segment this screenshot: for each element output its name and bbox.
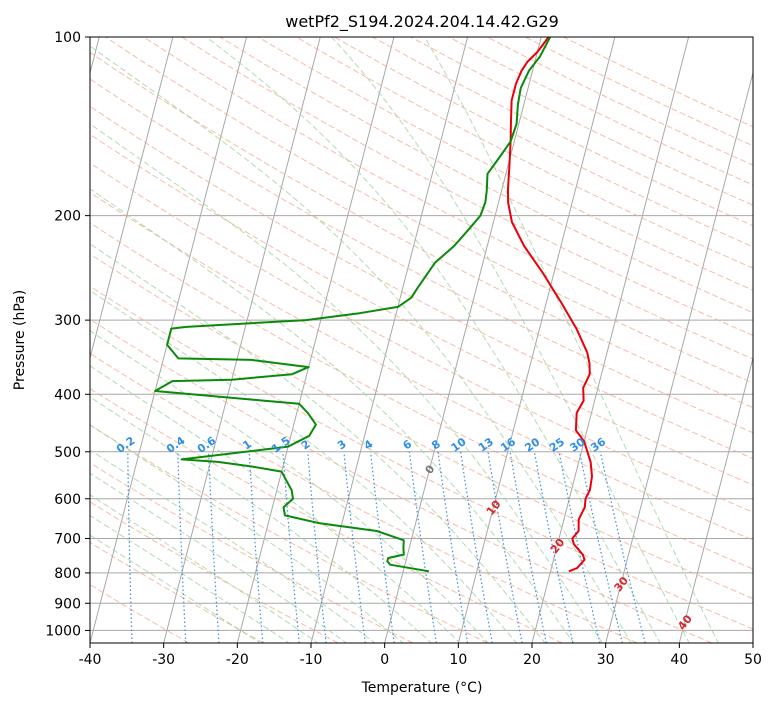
y-axis: 100 200 300 400 500 600 700 800 900 1000 [45, 30, 90, 639]
x-tick-label: 50 [744, 652, 762, 668]
isotherm-line [90, 37, 174, 360]
y-tick-label: 100 [54, 30, 81, 46]
chart-title: wetPf2_S194.2024.204.14.42.G29 [285, 12, 559, 32]
dry-adiabat-line [90, 388, 563, 643]
x-tick-label: 0 [380, 652, 389, 668]
x-tick-label: -20 [226, 652, 249, 668]
moist-adiabat-line [90, 289, 518, 643]
moist-adiabat-line [90, 243, 546, 643]
moist-adiabat-line [90, 494, 319, 643]
isotherm-line [163, 37, 321, 643]
plot-area: 0.10.20.40.611.52346810131620253036-100-… [90, 37, 753, 643]
moist-adiabat-line [90, 330, 489, 643]
plot-frame [89, 36, 754, 644]
mixing-ratio-line [599, 451, 646, 643]
x-axis: -40 -30 -20 -10 0 10 20 30 40 50 [79, 643, 762, 668]
y-tick-label: 200 [54, 209, 81, 225]
isotherm-line [531, 37, 690, 643]
dry-adiabat-line [90, 318, 712, 643]
mixing-ratio-line [248, 451, 264, 643]
dry-adiabat-line [90, 352, 638, 643]
mixing-ratio-lines [127, 451, 646, 643]
x-tick-label: 10 [449, 652, 467, 668]
dewpoint-profile [154, 37, 551, 573]
mixing-ratio-line [208, 451, 220, 643]
y-tick-label: 300 [54, 313, 81, 329]
x-axis-label: Temperature (°C) [361, 680, 483, 696]
isotherm-line [457, 37, 616, 643]
isotherm-line [384, 37, 542, 643]
mixing-ratio-line [558, 451, 601, 643]
moist-adiabat-line [90, 396, 433, 643]
mixing-ratio-line [533, 451, 574, 643]
moist-adiabat-line [90, 45, 632, 643]
dry-adiabat-line [181, 37, 753, 337]
sounding-profiles [154, 37, 593, 573]
mixing-ratio-line [509, 451, 547, 643]
y-tick-label: 800 [54, 566, 81, 582]
isotherm-line [678, 355, 753, 643]
moist-adiabat-line [90, 514, 291, 643]
moist-adiabat-line [90, 449, 376, 643]
dry-adiabat-line [90, 253, 753, 600]
moist-adiabat-line [205, 37, 661, 643]
dry-adiabat-line [143, 37, 753, 360]
y-tick-label: 400 [54, 387, 81, 403]
y-tick-label: 500 [54, 445, 81, 461]
x-tick-label: 40 [670, 652, 688, 668]
mixing-ratio-line [370, 451, 395, 643]
dry-adiabat-line [219, 37, 753, 314]
temperature-profile [507, 37, 593, 573]
isotherm-line [236, 37, 395, 643]
dry-adiabat-line [90, 541, 264, 643]
x-tick-label: -10 [300, 652, 323, 668]
mixing-ratio-line [579, 451, 623, 643]
mixing-ratio-line [307, 451, 327, 643]
dry-adiabat-line [90, 583, 190, 643]
moist-adiabat-line [90, 188, 575, 643]
x-tick-label: -30 [152, 652, 175, 668]
y-tick-label: 1000 [45, 623, 81, 639]
mixing-ratio-line [282, 451, 300, 643]
x-tick-label: 20 [523, 652, 541, 668]
x-tick-label: -40 [79, 652, 102, 668]
dry-adiabat-line [90, 424, 488, 643]
moist-adiabat-line [90, 424, 404, 643]
y-tick-label: 600 [54, 492, 81, 508]
moist-adiabat-line [90, 123, 603, 643]
dry-adiabat-line [90, 78, 753, 434]
dry-adiabat-line [90, 162, 753, 513]
isotherm-line [605, 70, 753, 643]
mixing-ratio-line [343, 451, 366, 643]
dry-adiabat-line [105, 37, 753, 384]
moist-adiabat-line [90, 534, 262, 643]
y-axis-label: Pressure (hPa) [12, 290, 28, 390]
mixing-ratio-line [408, 451, 437, 643]
moist-adiabat-line [331, 37, 690, 643]
y-tick-label: 700 [54, 532, 81, 548]
dry-adiabat-line [90, 462, 414, 643]
dry-adiabat-line [90, 222, 753, 570]
mixing-ratio-line [177, 451, 187, 643]
dry-adiabat-lines [90, 37, 753, 643]
y-tick-label: 900 [54, 596, 81, 612]
moist-adiabat-line [90, 472, 348, 643]
dry-adiabat-line [90, 133, 753, 486]
dry-adiabat-line [90, 191, 753, 541]
x-tick-label: 30 [597, 652, 615, 668]
